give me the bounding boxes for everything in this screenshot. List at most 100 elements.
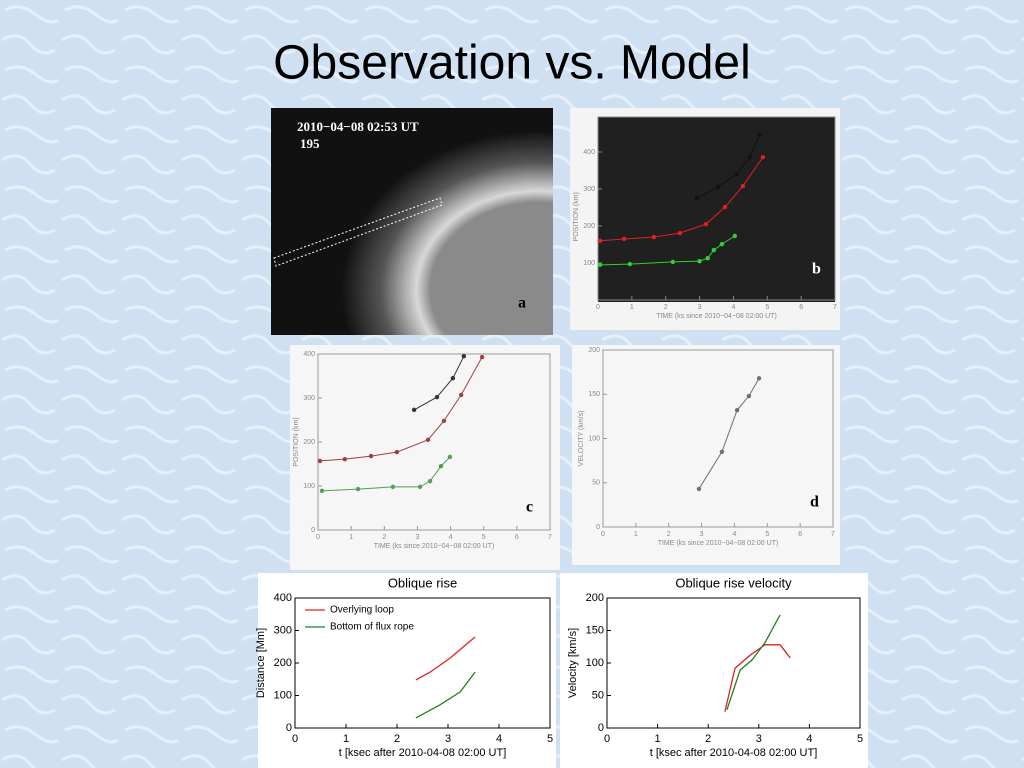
y-tick-label: 200 xyxy=(588,347,600,354)
y-tick-label: 100 xyxy=(586,657,604,669)
marker xyxy=(597,262,603,268)
series-line xyxy=(415,671,476,719)
series-line xyxy=(726,614,781,711)
timestamp: 2010−04−08 02:53 UT xyxy=(297,119,419,134)
series-line xyxy=(724,644,791,712)
slit xyxy=(273,197,443,267)
marker xyxy=(319,488,325,494)
x-tick-label: 6 xyxy=(515,534,519,541)
y-tick-label: 300 xyxy=(583,186,595,193)
x-axis-label: TIME (ks since 2010−04−08 02:00 UT) xyxy=(658,540,779,547)
marker xyxy=(757,132,763,138)
slide-title: Observation vs. Model xyxy=(273,37,751,90)
marker xyxy=(719,241,725,247)
x-axis-label: t [ksec after 2010-04-08 02:00 UT] xyxy=(339,747,507,759)
x-tick-label: 2 xyxy=(394,733,400,745)
y-tick-label: 0 xyxy=(598,722,604,734)
marker xyxy=(734,407,740,413)
marker xyxy=(411,407,417,413)
y-tick-label: 100 xyxy=(583,260,595,267)
marker xyxy=(597,238,603,243)
x-tick-label: 1 xyxy=(349,534,353,541)
marker xyxy=(458,392,464,398)
series-line xyxy=(599,156,764,242)
marker xyxy=(670,259,676,265)
chart-title: Oblique rise velocity xyxy=(675,575,792,590)
series-line xyxy=(415,636,476,681)
marker xyxy=(417,484,423,490)
x-tick-label: 5 xyxy=(482,534,486,541)
y-tick-label: 0 xyxy=(311,527,315,534)
marker xyxy=(756,376,762,381)
y-tick-label: 400 xyxy=(274,592,292,604)
marker xyxy=(703,221,709,227)
chart: 0 1 2 3 4 5 6 7 0 50 100 150 200 TIME (ks since 2010−… xyxy=(572,345,840,565)
y-tick-label: 150 xyxy=(586,624,604,636)
panel-label: c xyxy=(526,499,533,516)
marker xyxy=(694,196,700,201)
y-tick-label: 150 xyxy=(588,391,600,398)
marker xyxy=(722,204,728,210)
marker xyxy=(746,393,752,399)
y-tick-label: 200 xyxy=(303,439,315,446)
panel-bg xyxy=(560,573,868,768)
marker xyxy=(740,183,746,189)
x-tick-label: 2 xyxy=(667,531,671,538)
x-tick-label: 5 xyxy=(765,531,769,538)
x-tick-label: 0 xyxy=(601,531,605,538)
y-tick-label: 50 xyxy=(592,689,604,701)
marker xyxy=(696,486,702,492)
x-tick-label: 2 xyxy=(705,733,711,745)
y-tick-label: 300 xyxy=(303,395,315,402)
y-axis-label: POSITION (km) xyxy=(293,417,300,466)
x-tick-label: 1 xyxy=(655,733,661,745)
plot-bg xyxy=(598,117,835,302)
marker xyxy=(719,449,725,454)
x-tick-label: 3 xyxy=(445,733,451,745)
y-tick-label: 200 xyxy=(583,223,595,230)
x-tick-label: 3 xyxy=(698,304,702,311)
y-tick-label: 0 xyxy=(286,722,292,734)
x-axis-label: t [ksec after 2010-04-08 02:00 UT] xyxy=(650,747,818,759)
channel: 195 xyxy=(300,136,320,151)
chart-title: Oblique rise xyxy=(388,575,457,590)
marker xyxy=(461,354,467,359)
x-tick-label: 4 xyxy=(731,304,735,311)
panel-label: b xyxy=(812,261,821,278)
x-tick-label: 5 xyxy=(765,304,769,311)
series-line xyxy=(319,356,483,462)
x-tick-label: 3 xyxy=(415,534,419,541)
x-axis-label: TIME (ks since 2010−04−08 02:00 UT) xyxy=(374,543,495,550)
y-axis-label: Distance [Mm] xyxy=(255,628,267,698)
image-a: 2010−04−08 02:53 UT 195 a xyxy=(271,108,553,335)
marker xyxy=(390,484,396,490)
y-axis-label: VELOCITY (km/s) xyxy=(578,411,585,467)
marker xyxy=(427,478,433,484)
marker xyxy=(677,230,683,236)
x-tick-label: 4 xyxy=(496,733,502,745)
x-tick-label: 1 xyxy=(630,304,634,311)
y-tick-label: 100 xyxy=(303,483,315,490)
marker xyxy=(651,234,657,240)
marker xyxy=(705,255,710,261)
chart: 0 1 2 3 4 5 6 7 0 100 200 300 400 TIME (ks since 2010… xyxy=(290,345,560,570)
marker xyxy=(760,154,766,160)
panel-label: d xyxy=(810,494,819,511)
x-tick-label: 7 xyxy=(833,304,837,311)
x-tick-label: 3 xyxy=(756,733,762,745)
marker xyxy=(441,418,447,424)
marker xyxy=(394,449,400,455)
marker xyxy=(447,454,453,460)
marker xyxy=(747,154,752,160)
x-tick-label: 5 xyxy=(547,733,553,745)
marker xyxy=(438,464,444,469)
x-tick-label: 4 xyxy=(449,534,453,541)
x-tick-label: 4 xyxy=(732,531,736,538)
marker xyxy=(317,458,323,464)
panel-bg xyxy=(258,573,556,768)
series-line xyxy=(413,355,465,411)
y-tick-label: 100 xyxy=(274,689,292,701)
legend-label: Bottom of flux rope xyxy=(330,622,414,633)
marker xyxy=(621,236,627,242)
